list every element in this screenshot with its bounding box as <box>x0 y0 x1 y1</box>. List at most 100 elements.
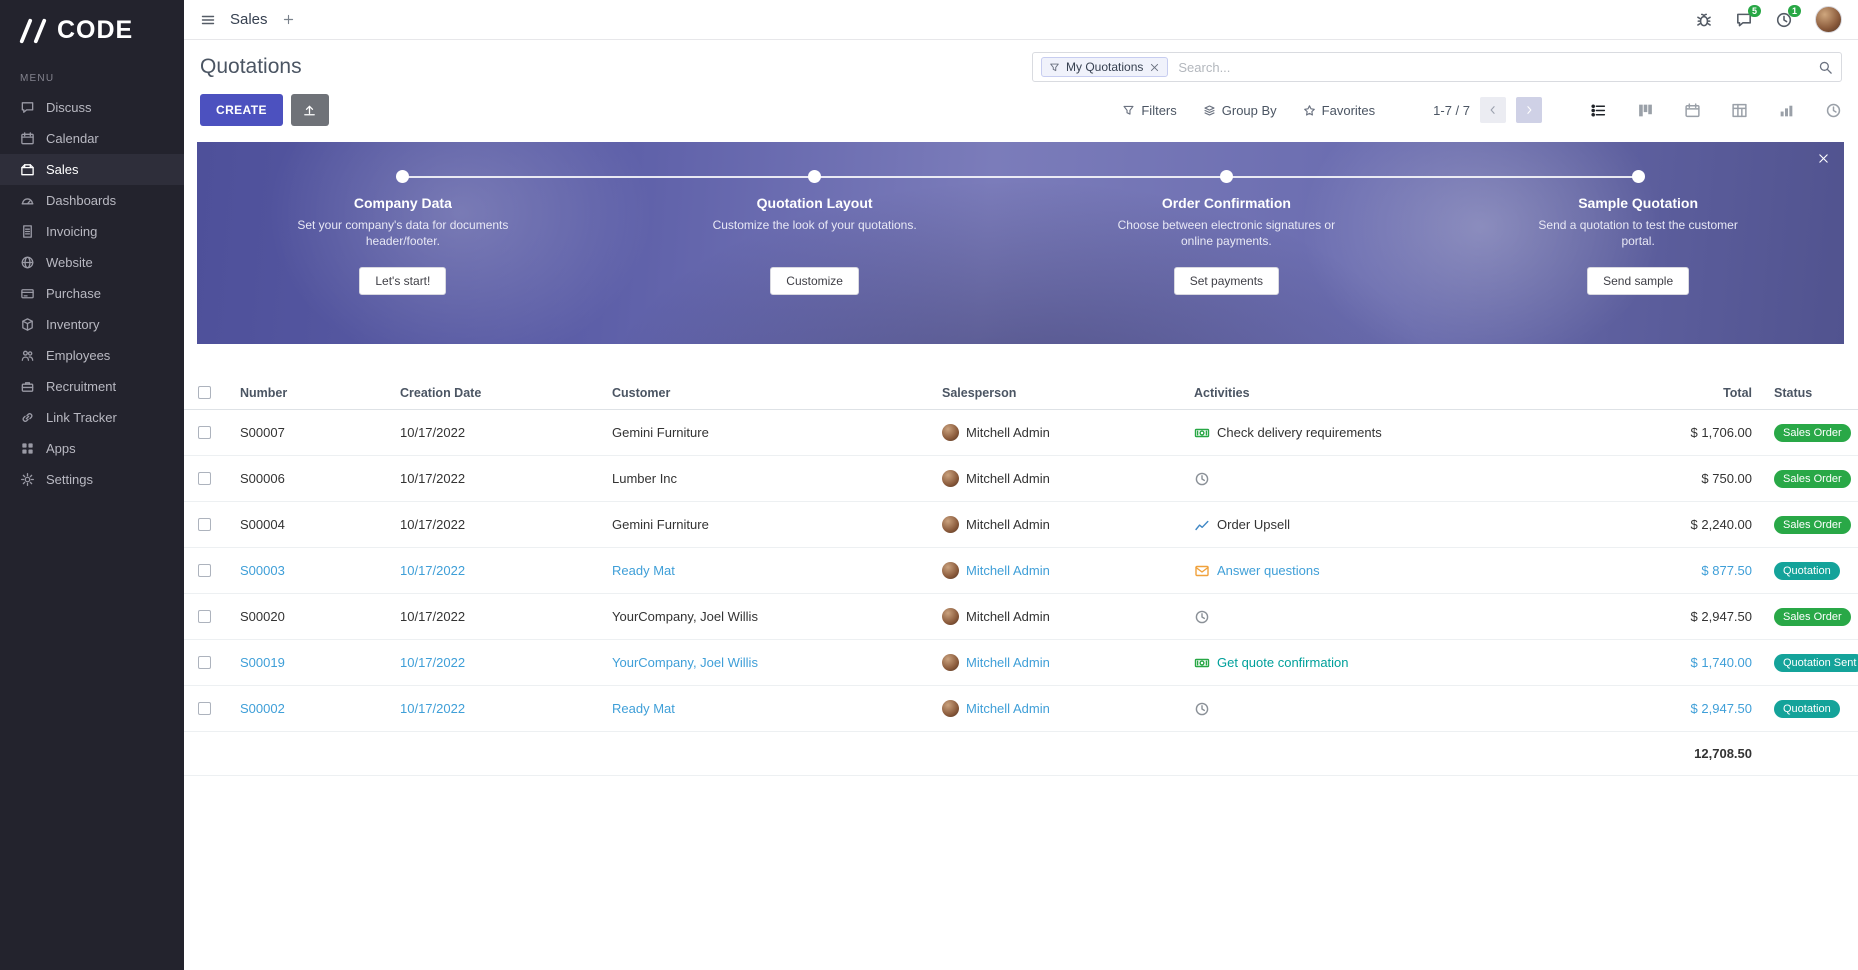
view-activity-button[interactable] <box>1825 102 1842 119</box>
select-all-checkbox[interactable] <box>198 386 211 399</box>
activities-button[interactable]: 1 <box>1775 4 1801 29</box>
activity-view-icon <box>1825 102 1842 119</box>
table-row[interactable]: S00019 10/17/2022 YourCompany, Joel Will… <box>184 640 1858 686</box>
pager-previous-button[interactable] <box>1480 97 1506 123</box>
order-total: $ 2,947.50 <box>1690 609 1752 624</box>
quotation-number: S00003 <box>240 563 285 578</box>
sidebar-item-employees[interactable]: Employees <box>0 340 184 371</box>
creation-date: 10/17/2022 <box>400 563 466 578</box>
sidebar-item-label: Link Tracker <box>46 410 117 425</box>
column-header-creation-date[interactable]: Creation Date <box>400 385 482 400</box>
column-header-salesperson[interactable]: Salesperson <box>942 385 1017 400</box>
layers-icon <box>1203 104 1216 117</box>
view-pivot-button[interactable] <box>1731 102 1748 119</box>
view-graph-button[interactable] <box>1778 102 1795 119</box>
salesperson-name: Mitchell Admin <box>966 655 1050 670</box>
sidebar-item-label: Website <box>46 255 93 270</box>
view-list-button[interactable] <box>1590 102 1607 119</box>
filter-icon <box>1049 62 1060 73</box>
recruitment-icon <box>20 379 35 394</box>
row-checkbox[interactable] <box>198 656 211 669</box>
activity-icon[interactable] <box>1194 471 1210 487</box>
page-title: Quotations <box>200 55 302 78</box>
search-input[interactable]: My Quotations Search... <box>1032 52 1842 82</box>
hamburger-icon[interactable] <box>200 12 216 28</box>
pager-next-button[interactable] <box>1516 97 1542 123</box>
view-kanban-button[interactable] <box>1637 102 1654 119</box>
sidebar: CODE MENU Discuss Calendar Sales Dashboa… <box>0 0 184 970</box>
activity-icon[interactable] <box>1194 425 1210 441</box>
column-header-customer[interactable]: Customer <box>612 385 671 400</box>
activity-icon[interactable] <box>1194 655 1210 671</box>
filters-button[interactable]: Filters <box>1122 103 1177 118</box>
sidebar-item-discuss[interactable]: Discuss <box>0 92 184 123</box>
creation-date: 10/17/2022 <box>400 517 466 532</box>
search-facet[interactable]: My Quotations <box>1041 57 1169 77</box>
table-row[interactable]: S00004 10/17/2022 Gemini Furniture Mitch… <box>184 502 1858 548</box>
quotation-number: S00020 <box>240 609 285 624</box>
sidebar-item-label: Settings <box>46 472 93 487</box>
sidebar-item-link-tracker[interactable]: Link Tracker <box>0 402 184 433</box>
customize-button[interactable]: Customize <box>770 267 859 295</box>
sidebar-item-recruitment[interactable]: Recruitment <box>0 371 184 402</box>
app-logo[interactable]: CODE <box>0 0 184 59</box>
plus-icon[interactable] <box>282 13 295 26</box>
step-dot <box>808 170 822 183</box>
activity-icon[interactable] <box>1194 609 1210 625</box>
sidebar-item-website[interactable]: Website <box>0 247 184 278</box>
row-checkbox[interactable] <box>198 518 211 531</box>
sidebar-item-purchase[interactable]: Purchase <box>0 278 184 309</box>
debug-menu-button[interactable] <box>1695 11 1713 29</box>
table-row[interactable]: S00006 10/17/2022 Lumber Inc Mitchell Ad… <box>184 456 1858 502</box>
send-sample-button[interactable]: Send sample <box>1587 267 1690 295</box>
group-by-button[interactable]: Group By <box>1203 103 1277 118</box>
status-badge: Quotation <box>1774 699 1840 718</box>
sidebar-item-sales[interactable]: Sales <box>0 154 184 185</box>
export-button[interactable] <box>290 94 329 126</box>
messages-button[interactable]: 5 <box>1735 4 1761 29</box>
salesperson-name: Mitchell Admin <box>966 609 1050 624</box>
sidebar-item-invoicing[interactable]: Invoicing <box>0 216 184 247</box>
column-header-number[interactable]: Number <box>240 385 288 400</box>
sidebar-item-dashboards[interactable]: Dashboards <box>0 185 184 216</box>
sales-icon <box>20 162 35 177</box>
apps-icon <box>20 441 35 456</box>
sidebar-item-calendar[interactable]: Calendar <box>0 123 184 154</box>
view-calendar-button[interactable] <box>1684 102 1701 119</box>
user-avatar[interactable] <box>1815 6 1842 33</box>
status-badge: Sales Order <box>1774 515 1851 534</box>
activity-icon[interactable] <box>1194 563 1210 579</box>
activity-icon[interactable] <box>1194 517 1210 533</box>
row-checkbox[interactable] <box>198 426 211 439</box>
table-row[interactable]: S00002 10/17/2022 Ready Mat Mitchell Adm… <box>184 686 1858 732</box>
set-payments-button[interactable]: Set payments <box>1173 267 1280 295</box>
list-view-icon <box>1590 102 1607 119</box>
lets-start-button[interactable]: Let's start! <box>359 267 447 295</box>
row-checkbox[interactable] <box>198 702 211 715</box>
inventory-icon <box>20 317 35 332</box>
sidebar-item-inventory[interactable]: Inventory <box>0 309 184 340</box>
column-header-status[interactable]: Status <box>1774 385 1813 400</box>
column-header-activities[interactable]: Activities <box>1194 385 1250 400</box>
row-checkbox[interactable] <box>198 610 211 623</box>
table-row[interactable]: S00003 10/17/2022 Ready Mat Mitchell Adm… <box>184 548 1858 594</box>
row-checkbox[interactable] <box>198 564 211 577</box>
table-row[interactable]: S00020 10/17/2022 YourCompany, Joel Will… <box>184 594 1858 640</box>
magnifier-icon[interactable] <box>1818 60 1833 75</box>
step-title: Sample Quotation <box>1578 195 1699 211</box>
table-row[interactable]: S00007 10/17/2022 Gemini Furniture Mitch… <box>184 410 1858 456</box>
row-checkbox[interactable] <box>198 472 211 485</box>
creation-date: 10/17/2022 <box>400 655 466 670</box>
sidebar-item-apps[interactable]: Apps <box>0 433 184 464</box>
step-title: Order Confirmation <box>1161 195 1291 211</box>
favorites-button[interactable]: Favorites <box>1303 103 1375 118</box>
create-button[interactable]: CREATE <box>200 94 283 126</box>
activity-label: Answer questions <box>1217 563 1320 578</box>
banner-close-icon[interactable] <box>1817 152 1830 165</box>
facet-remove-icon[interactable] <box>1149 62 1160 73</box>
column-header-total[interactable]: Total <box>1723 385 1752 400</box>
sidebar-item-settings[interactable]: Settings <box>0 464 184 495</box>
sidebar-item-label: Dashboards <box>46 193 117 208</box>
activity-icon[interactable] <box>1194 701 1210 717</box>
creation-date: 10/17/2022 <box>400 701 466 716</box>
